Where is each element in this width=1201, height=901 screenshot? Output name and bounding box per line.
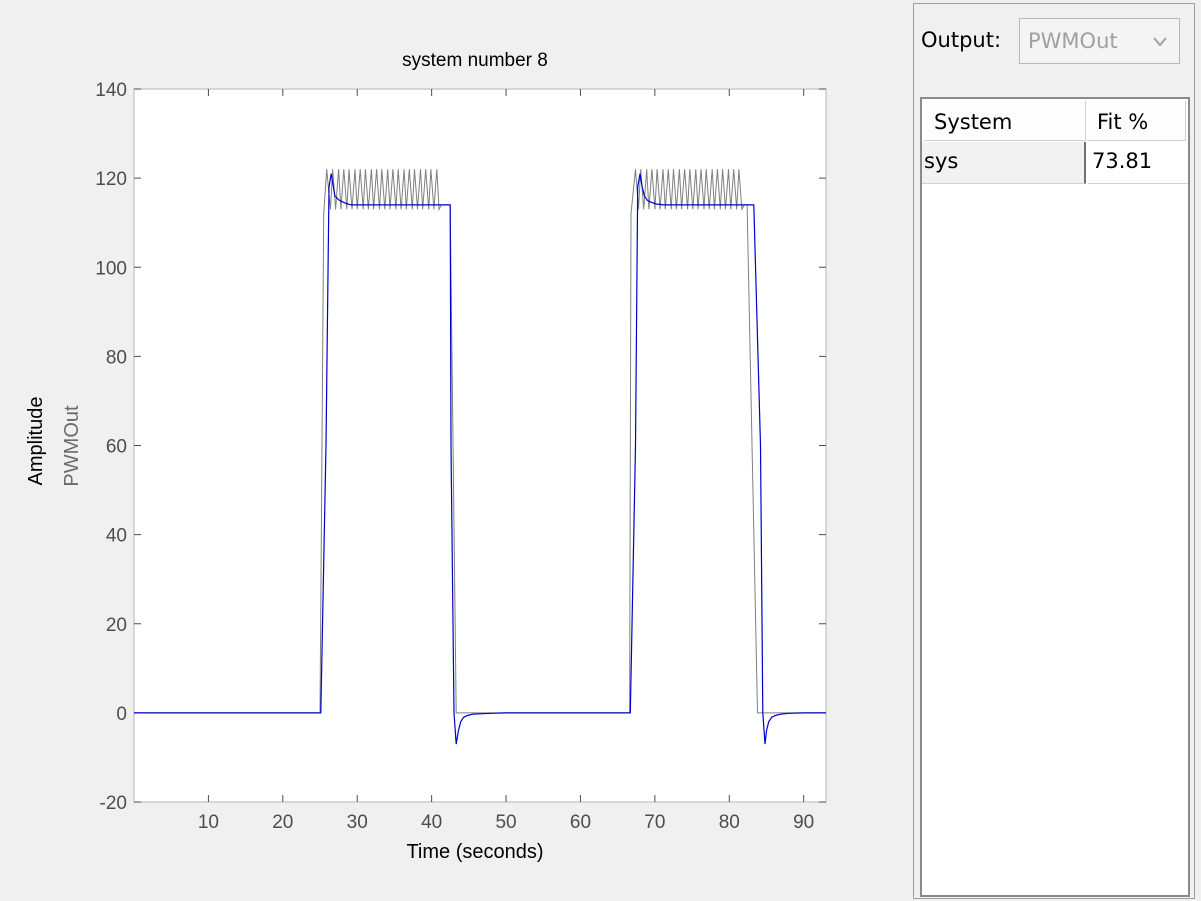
x-tick-label: 10 xyxy=(198,812,219,833)
output-select-value: PWMOut xyxy=(1028,29,1118,53)
y-tick-label: 140 xyxy=(95,80,127,101)
table-cell-fit[interactable]: 73.81 xyxy=(1088,142,1188,184)
y-axis-ticks: -20 0 20 40 60 80 100 120 140 xyxy=(95,80,826,814)
x-tick-label: 80 xyxy=(719,812,740,833)
x-tick-label: 90 xyxy=(793,812,814,833)
y-tick-label: 120 xyxy=(95,169,127,190)
y-tick-label: 80 xyxy=(106,347,127,368)
y-tick-label: 20 xyxy=(106,615,127,636)
column-header-fit[interactable]: Fit % xyxy=(1087,101,1186,141)
y-tick-label: -20 xyxy=(100,793,127,814)
y-axis-channel-label: PWMOut xyxy=(61,405,83,487)
axes-background xyxy=(133,88,827,803)
series-group xyxy=(134,169,826,745)
response-plot: system number 8 Time (seconds) Amplitude… xyxy=(25,50,827,863)
column-header-system[interactable]: System xyxy=(924,101,1086,141)
y-tick-label: 0 xyxy=(116,704,127,725)
y-axis-label: Amplitude xyxy=(25,397,47,486)
y-tick-label: 40 xyxy=(106,526,127,547)
plot-area: system number 8 Time (seconds) Amplitude… xyxy=(25,50,827,863)
x-tick-label: 70 xyxy=(644,812,665,833)
x-tick-label: 50 xyxy=(495,812,516,833)
output-side-panel: Output: PWMOut System Fit % sys 73.81 xyxy=(913,3,1195,899)
x-tick-label: 60 xyxy=(570,812,591,833)
x-tick-label: 40 xyxy=(421,812,442,833)
output-select[interactable]: PWMOut xyxy=(1019,18,1180,64)
x-tick-label: 30 xyxy=(347,812,368,833)
fit-table: System Fit % sys 73.81 xyxy=(920,97,1190,897)
y-tick-label: 60 xyxy=(106,437,127,458)
series-line-sys xyxy=(134,173,826,745)
table-cell-system[interactable]: sys xyxy=(922,142,1086,184)
series-line-measured xyxy=(134,169,826,714)
chart-title: system number 8 xyxy=(402,50,548,71)
y-tick-label: 100 xyxy=(95,258,127,279)
x-axis-ticks: 10 20 30 40 50 60 70 80 90 xyxy=(198,89,814,833)
x-tick-label: 20 xyxy=(272,812,293,833)
x-axis-label: Time (seconds) xyxy=(406,841,543,863)
output-label: Output: xyxy=(921,28,1002,52)
chevron-down-icon xyxy=(1153,37,1167,47)
